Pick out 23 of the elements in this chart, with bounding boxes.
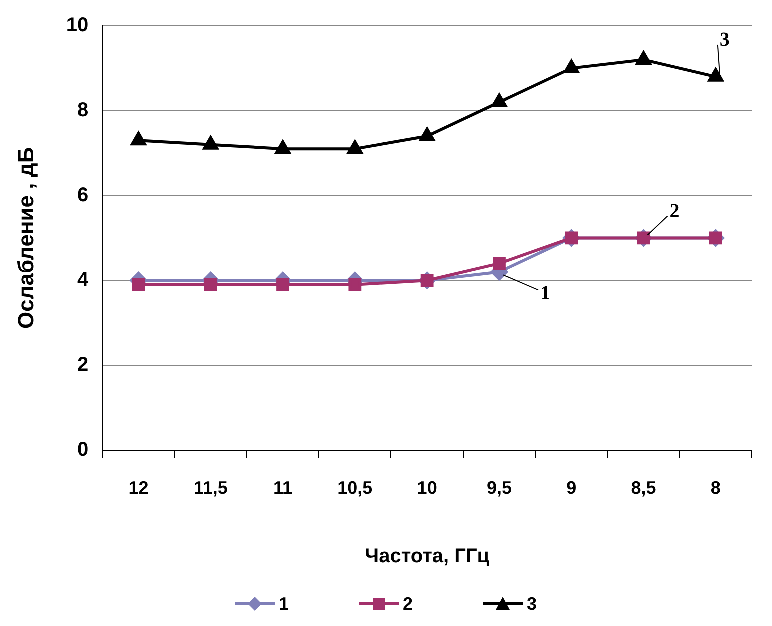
legend-label: 3 [527, 594, 538, 614]
legend-label: 2 [402, 594, 413, 614]
x-tick-label: 10 [417, 478, 438, 498]
x-tick-label: 9,5 [486, 478, 512, 498]
x-tick-label: 8,5 [631, 478, 656, 498]
y-tick-label: 2 [78, 354, 89, 376]
x-tick-label: 8 [710, 478, 721, 498]
y-tick-label: 0 [78, 438, 89, 461]
x-tick-label: 10,5 [338, 478, 373, 498]
x-axis-title: Частота, ГГц [365, 546, 490, 568]
x-tick-label: 9 [566, 478, 577, 498]
annotation: 2 [670, 200, 680, 222]
x-tick-label: 11,5 [194, 478, 228, 498]
x-tick-label: 12 [128, 478, 149, 498]
annotation: 1 [540, 282, 550, 304]
y-axis-title: Ослабление , дБ [13, 147, 38, 330]
x-tick-label: 11 [274, 478, 293, 498]
y-tick-label: 8 [78, 99, 89, 122]
legend-label: 1 [278, 594, 289, 614]
y-tick-label: 10 [66, 14, 89, 37]
annotation: 3 [720, 29, 730, 52]
y-tick-label: 6 [78, 184, 89, 206]
y-tick-label: 4 [78, 269, 90, 292]
